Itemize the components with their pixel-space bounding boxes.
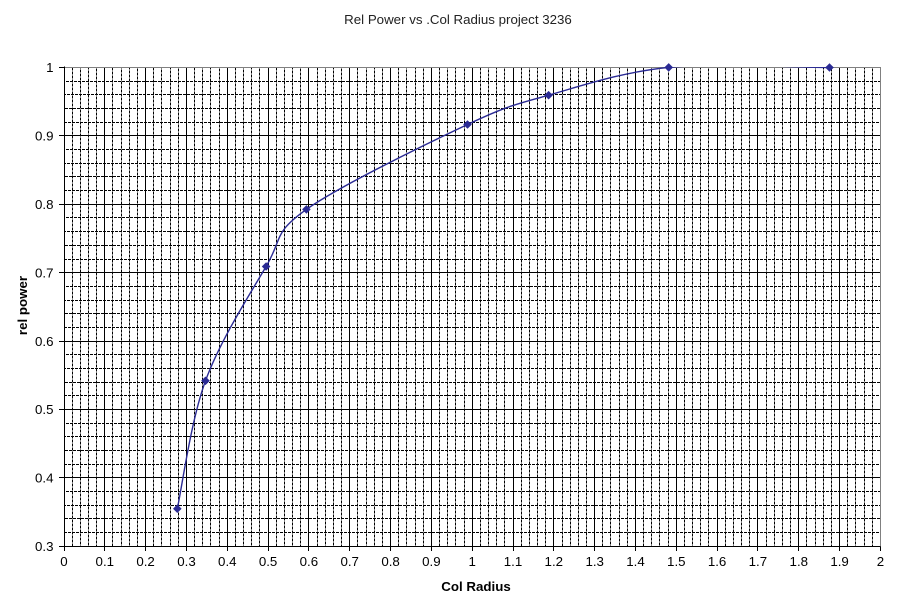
svg-text:1.9: 1.9 xyxy=(830,554,849,569)
svg-text:0.2: 0.2 xyxy=(136,554,155,569)
svg-text:0.6: 0.6 xyxy=(35,334,54,349)
svg-text:Rel Power vs .Col Radius proje: Rel Power vs .Col Radius project 3236 xyxy=(344,12,572,27)
svg-text:1.8: 1.8 xyxy=(790,554,809,569)
svg-text:0.4: 0.4 xyxy=(218,554,237,569)
svg-text:1.3: 1.3 xyxy=(585,554,604,569)
svg-text:0.7: 0.7 xyxy=(340,554,359,569)
svg-text:0.5: 0.5 xyxy=(259,554,278,569)
svg-text:1.2: 1.2 xyxy=(545,554,564,569)
svg-text:0.3: 0.3 xyxy=(177,554,196,569)
svg-text:1: 1 xyxy=(468,554,475,569)
svg-text:0.3: 0.3 xyxy=(35,539,54,554)
svg-text:1.1: 1.1 xyxy=(504,554,523,569)
svg-text:1.4: 1.4 xyxy=(626,554,645,569)
svg-text:0.9: 0.9 xyxy=(422,554,441,569)
svg-text:0.5: 0.5 xyxy=(35,402,54,417)
svg-text:rel power: rel power xyxy=(15,276,30,335)
svg-text:0.8: 0.8 xyxy=(35,197,54,212)
svg-text:0: 0 xyxy=(60,554,67,569)
svg-text:0.7: 0.7 xyxy=(35,265,54,280)
svg-text:1: 1 xyxy=(46,60,53,75)
svg-text:2: 2 xyxy=(877,554,884,569)
svg-text:0.4: 0.4 xyxy=(35,471,54,486)
svg-text:Col Radius: Col Radius xyxy=(441,579,510,594)
svg-text:0.8: 0.8 xyxy=(381,554,400,569)
svg-text:1.5: 1.5 xyxy=(667,554,686,569)
svg-text:1.7: 1.7 xyxy=(749,554,768,569)
svg-text:0.9: 0.9 xyxy=(35,129,54,144)
svg-text:0.6: 0.6 xyxy=(300,554,319,569)
svg-text:0.1: 0.1 xyxy=(96,554,115,569)
svg-text:1.6: 1.6 xyxy=(708,554,727,569)
